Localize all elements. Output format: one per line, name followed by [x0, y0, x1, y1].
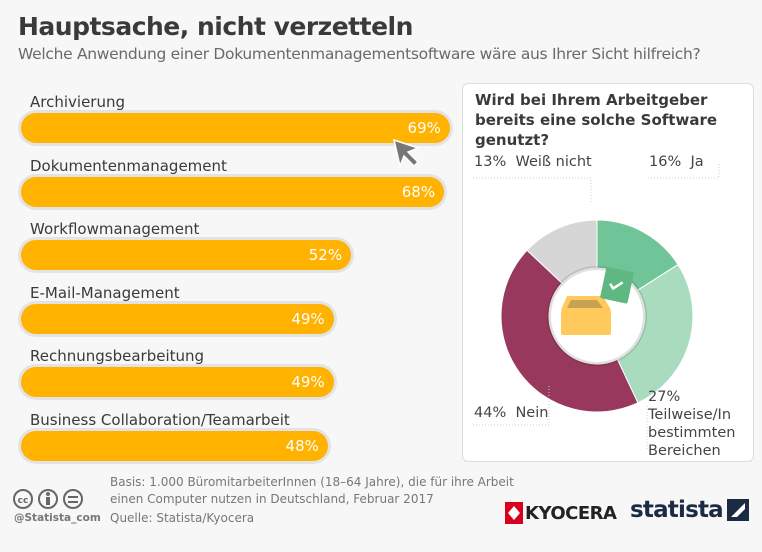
checked-document-icon — [600, 267, 634, 304]
bar-value: 49% — [291, 309, 325, 328]
bar-label: Workflowmanagement — [30, 220, 200, 238]
donut-panel: Wird bei Ihrem Arbeitgeber bereits eine … — [462, 83, 754, 462]
bar-value: 49% — [291, 373, 325, 391]
slice-label: Nein — [515, 405, 549, 421]
bar-value: 69% — [407, 119, 441, 137]
cursor-arrow-icon — [392, 138, 421, 168]
label-leader-lines — [473, 164, 720, 449]
footer-source: Quelle: Statista/Kyocera — [110, 511, 255, 525]
kyocera-text: KYOCERA — [525, 502, 617, 524]
bar-label: Business Collaboration/Teamarbeit — [30, 410, 290, 429]
slice-value: 44% — [474, 405, 507, 421]
slice-label: Weiß nicht — [515, 154, 592, 170]
bar — [21, 113, 450, 143]
bar-value: 52% — [308, 246, 343, 264]
archive-box-icon — [561, 296, 611, 335]
label-weiss-nicht: 13% Weiß nicht — [474, 153, 592, 171]
slice-value: 16% — [649, 154, 682, 170]
slice-value: 13% — [474, 154, 507, 170]
slice-value: 27% — [648, 389, 681, 405]
donut-title: Wird bei Ihrem Arbeitgeber bereits eine … — [475, 91, 718, 149]
statista-logo: statista — [630, 497, 749, 523]
basis-line-2: einen Computer nutzen in Deutschland, Fe… — [110, 492, 434, 506]
statista-handle: @Statista_com — [14, 512, 101, 524]
svg-text:cc: cc — [18, 496, 29, 506]
donut-inner-ring — [547, 266, 647, 366]
donut-slice — [500, 249, 639, 413]
slice-label: Ja — [690, 154, 704, 170]
label-ja: 16% Ja — [649, 153, 704, 171]
donut-chart — [473, 164, 720, 449]
slice-label: Teilweise/In bestimmten Bereichen — [648, 407, 736, 459]
donut-slice — [616, 263, 694, 404]
bar-label: Archivierung — [30, 93, 125, 111]
basis-line-1: Basis: 1.000 BüromitarbeiterInnen (18–64… — [110, 475, 514, 489]
bar-label: Dokumentenmanagement — [30, 156, 227, 175]
label-teilweise: 27% Teilweise/In bestimmten Bereichen — [648, 388, 748, 460]
bar — [21, 303, 334, 334]
label-nein: 44% Nein — [474, 404, 548, 422]
bar-value: 68% — [401, 182, 436, 201]
statista-text: statista — [630, 497, 724, 523]
footer-basis: Basis: 1.000 BüromitarbeiterInnen (18–64… — [110, 474, 514, 508]
creative-commons-icons: cc — [13, 489, 83, 509]
bar — [21, 176, 445, 207]
page-title: Hauptsache, nicht verzetteln — [18, 12, 413, 41]
kyocera-logo: KYOCERA — [505, 502, 617, 524]
bar — [21, 240, 352, 270]
kyocera-logo-icon — [505, 502, 523, 524]
donut-slice — [526, 219, 598, 284]
bar-label: Rechnungsbearbeitung — [30, 347, 205, 365]
statista-logo-icon — [726, 499, 749, 521]
page-subtitle: Welche Anwendung einer Dokumentenmanagem… — [18, 45, 701, 63]
bar — [21, 367, 334, 397]
bar-label: E-Mail-Management — [30, 283, 180, 302]
bar — [21, 430, 328, 461]
bar-value: 48% — [285, 436, 319, 455]
